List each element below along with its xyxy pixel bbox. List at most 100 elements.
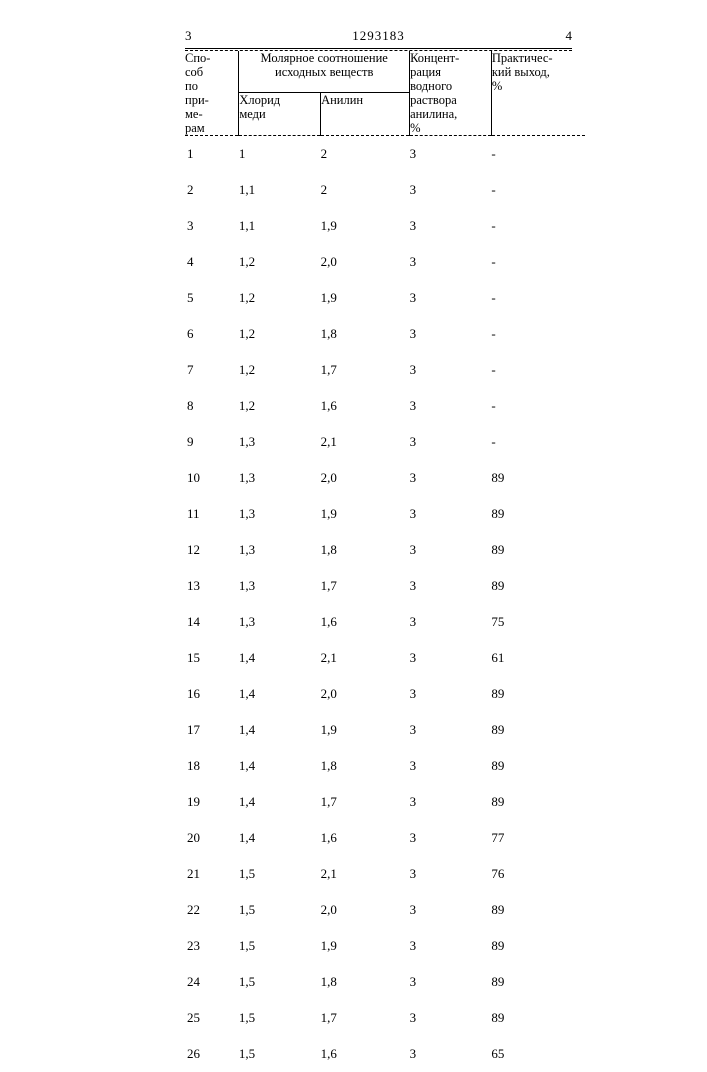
table-row: 141,31,6375 (185, 604, 585, 640)
cell-aniline: 1,9 (321, 496, 410, 532)
data-table: Спо-собпопри-ме-рам Молярное соотношение… (185, 51, 585, 1072)
cell-yield: 89 (491, 892, 585, 928)
cell-n: 17 (185, 712, 239, 748)
table-row: 211,52,1376 (185, 856, 585, 892)
hdr-aniline: Анилин (321, 93, 410, 136)
cell-conc: 3 (410, 388, 492, 424)
cell-cucl: 1,3 (239, 604, 321, 640)
cell-n: 22 (185, 892, 239, 928)
table-row: 241,51,8389 (185, 964, 585, 1000)
cell-n: 7 (185, 352, 239, 388)
cell-yield: - (491, 136, 585, 172)
cell-yield: 89 (491, 964, 585, 1000)
cell-conc: 3 (410, 460, 492, 496)
cell-n: 21 (185, 856, 239, 892)
cell-yield: 61 (491, 640, 585, 676)
cell-aniline: 2,0 (321, 892, 410, 928)
cell-aniline: 1,9 (321, 928, 410, 964)
cell-yield: - (491, 280, 585, 316)
cell-cucl: 1,5 (239, 1036, 321, 1072)
table-row: 91,32,13- (185, 424, 585, 460)
cell-conc: 3 (410, 532, 492, 568)
cell-cucl: 1,5 (239, 892, 321, 928)
cell-n: 6 (185, 316, 239, 352)
cell-aniline: 1,9 (321, 712, 410, 748)
cell-yield: - (491, 424, 585, 460)
cell-cucl: 1,3 (239, 496, 321, 532)
hdr-method: Спо-собпопри-ме-рам (185, 51, 239, 136)
page-num-left: 3 (185, 28, 192, 44)
cell-n: 2 (185, 172, 239, 208)
cell-cucl: 1,5 (239, 1000, 321, 1036)
cell-cucl: 1,4 (239, 712, 321, 748)
cell-aniline: 2 (321, 172, 410, 208)
cell-conc: 3 (410, 352, 492, 388)
cell-cucl: 1,4 (239, 748, 321, 784)
cell-n: 20 (185, 820, 239, 856)
cell-cucl: 1,3 (239, 460, 321, 496)
cell-n: 9 (185, 424, 239, 460)
table-row: 51,21,93- (185, 280, 585, 316)
table-row: 161,42,0389 (185, 676, 585, 712)
cell-yield: 89 (491, 748, 585, 784)
cell-conc: 3 (410, 676, 492, 712)
cell-conc: 3 (410, 712, 492, 748)
cell-conc: 3 (410, 208, 492, 244)
cell-yield: 89 (491, 1000, 585, 1036)
cell-n: 15 (185, 640, 239, 676)
cell-yield: 89 (491, 532, 585, 568)
hdr-cucl: Хлоридмеди (239, 93, 321, 136)
cell-cucl: 1,2 (239, 244, 321, 280)
cell-n: 8 (185, 388, 239, 424)
cell-yield: 89 (491, 568, 585, 604)
table-row: 41,22,03- (185, 244, 585, 280)
cell-cucl: 1,2 (239, 352, 321, 388)
cell-aniline: 1,8 (321, 964, 410, 1000)
cell-aniline: 1,6 (321, 604, 410, 640)
cell-aniline: 1,6 (321, 820, 410, 856)
table-row: 111,31,9389 (185, 496, 585, 532)
cell-conc: 3 (410, 280, 492, 316)
hdr-molar-ratio: Молярное соотношение исходных веществ (239, 51, 410, 93)
table-row: 121,31,8389 (185, 532, 585, 568)
cell-conc: 3 (410, 1000, 492, 1036)
cell-yield: - (491, 352, 585, 388)
page-num-right: 4 (566, 28, 573, 44)
cell-aniline: 1,6 (321, 1036, 410, 1072)
cell-n: 18 (185, 748, 239, 784)
cell-conc: 3 (410, 820, 492, 856)
cell-aniline: 1,9 (321, 280, 410, 316)
cell-aniline: 1,7 (321, 784, 410, 820)
table-row: 181,41,8389 (185, 748, 585, 784)
table-row: 251,51,7389 (185, 1000, 585, 1036)
table-body: 1123-21,123-31,11,93-41,22,03-51,21,93-6… (185, 136, 585, 1072)
cell-cucl: 1,2 (239, 316, 321, 352)
hdr-yield: Практичес-кий выход,% (491, 51, 585, 136)
cell-yield: - (491, 388, 585, 424)
cell-yield: 65 (491, 1036, 585, 1072)
cell-yield: 89 (491, 460, 585, 496)
cell-n: 4 (185, 244, 239, 280)
cell-yield: 75 (491, 604, 585, 640)
table-row: 71,21,73- (185, 352, 585, 388)
cell-aniline: 1,8 (321, 748, 410, 784)
cell-yield: - (491, 316, 585, 352)
cell-yield: 77 (491, 820, 585, 856)
cell-cucl: 1,3 (239, 568, 321, 604)
cell-conc: 3 (410, 892, 492, 928)
cell-aniline: 1,6 (321, 388, 410, 424)
cell-conc: 3 (410, 496, 492, 532)
cell-aniline: 2 (321, 136, 410, 172)
cell-cucl: 1,4 (239, 820, 321, 856)
table-row: 221,52,0389 (185, 892, 585, 928)
cell-yield: 89 (491, 928, 585, 964)
cell-n: 26 (185, 1036, 239, 1072)
cell-yield: 89 (491, 676, 585, 712)
cell-aniline: 1,7 (321, 568, 410, 604)
cell-conc: 3 (410, 568, 492, 604)
cell-yield: - (491, 172, 585, 208)
cell-n: 5 (185, 280, 239, 316)
table-row: 81,21,63- (185, 388, 585, 424)
cell-yield: - (491, 244, 585, 280)
cell-n: 14 (185, 604, 239, 640)
